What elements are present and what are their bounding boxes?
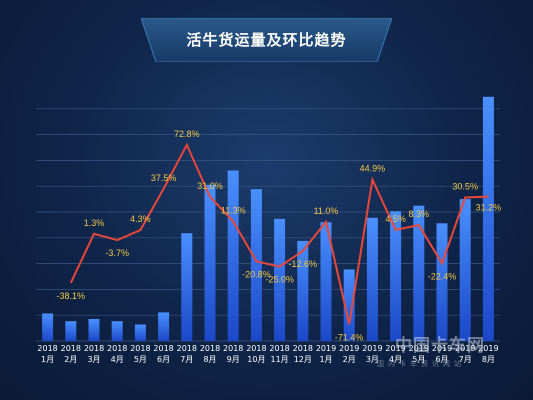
- x-tick-label: 2018 9月: [223, 344, 243, 364]
- bar: [250, 189, 262, 341]
- data-label: 37.5%: [151, 173, 177, 183]
- x-tick-label: 2018 3月: [84, 344, 104, 364]
- x-tick-label: 2019 3月: [362, 344, 382, 364]
- x-tick-label: 2019 1月: [316, 344, 336, 364]
- bar: [436, 223, 448, 341]
- x-tick-label: 2018 5月: [130, 344, 150, 364]
- x-tick-label: 2018 8月: [200, 344, 220, 364]
- x-tick-label: 2018 2月: [61, 344, 81, 364]
- bar: [181, 233, 193, 341]
- data-label: 31.0%: [197, 181, 223, 191]
- data-label: 4.5%: [385, 214, 406, 224]
- data-label: 30.5%: [452, 181, 478, 191]
- bar: [390, 211, 402, 341]
- x-tick-label: 2018 12月: [293, 344, 313, 364]
- x-tick-label: 2019 7月: [455, 344, 475, 364]
- bar-series: [42, 96, 494, 341]
- bar: [297, 240, 309, 341]
- data-label: 4.3%: [130, 214, 151, 224]
- data-label: 72.8%: [174, 129, 200, 139]
- data-label: 31.2%: [476, 203, 502, 213]
- x-tick-label: 2019 4月: [385, 344, 405, 364]
- x-tick-label: 2019 6月: [432, 344, 452, 364]
- title-banner: 活牛货运量及环比趋势: [141, 18, 392, 62]
- bar: [343, 269, 355, 341]
- data-label: -71.4%: [335, 332, 364, 342]
- data-label: 11.3%: [221, 205, 246, 215]
- bar: [65, 321, 77, 341]
- bar: [366, 217, 378, 341]
- watermark-subtitle: 国内卡车资讯网站: [377, 360, 465, 368]
- bar: [88, 319, 100, 341]
- data-label: -38.1%: [57, 291, 86, 301]
- watermark-title: 中国卡车网: [395, 336, 485, 356]
- data-label: -25.0%: [265, 275, 294, 285]
- bar: [111, 321, 123, 341]
- data-label: -22.4%: [428, 271, 457, 281]
- data-label: -3.7%: [105, 248, 129, 258]
- data-label: 8.3%: [409, 209, 430, 219]
- x-tick-label: 2018 4月: [107, 344, 127, 364]
- bar: [204, 184, 216, 341]
- bar: [459, 199, 471, 341]
- bar: [42, 313, 54, 341]
- bar: [274, 218, 286, 341]
- x-tick-label: 2019 5月: [409, 344, 429, 364]
- line-series: [69, 142, 489, 325]
- data-label: -20.8%: [242, 269, 271, 279]
- x-tick-label: 2018 1月: [37, 344, 57, 364]
- bar: [158, 312, 170, 341]
- x-tick-label: 2018 7月: [177, 344, 197, 364]
- x-tick-label: 2019 8月: [478, 344, 498, 364]
- data-label: 11.0%: [314, 206, 339, 216]
- x-tick-label: 2018 10月: [246, 344, 266, 364]
- title-banner-shape: [141, 18, 392, 62]
- data-label: -12.6%: [289, 259, 318, 269]
- data-labels: -38.1% 1.3% -3.7% 4.3% 37.5% 72.8% 31.0% 11.3% -…: [57, 129, 502, 342]
- x-tick-label: 2018 6月: [153, 344, 173, 364]
- watermark: 中国卡车网 国内卡车资讯网站: [377, 331, 507, 377]
- mom-line: [69, 142, 489, 325]
- bar: [227, 170, 239, 341]
- data-label: 44.9%: [360, 164, 386, 174]
- x-tick-label: 2019 2月: [339, 344, 359, 364]
- bar: [413, 205, 425, 341]
- bar: [482, 96, 494, 341]
- bar: [320, 222, 332, 341]
- data-label: 1.3%: [84, 218, 105, 228]
- grid-lines: [36, 108, 500, 342]
- bar: [134, 324, 146, 341]
- chart-title: 活牛货运量及环比趋势: [186, 31, 347, 49]
- x-tick-label: 2018 11月: [269, 344, 289, 364]
